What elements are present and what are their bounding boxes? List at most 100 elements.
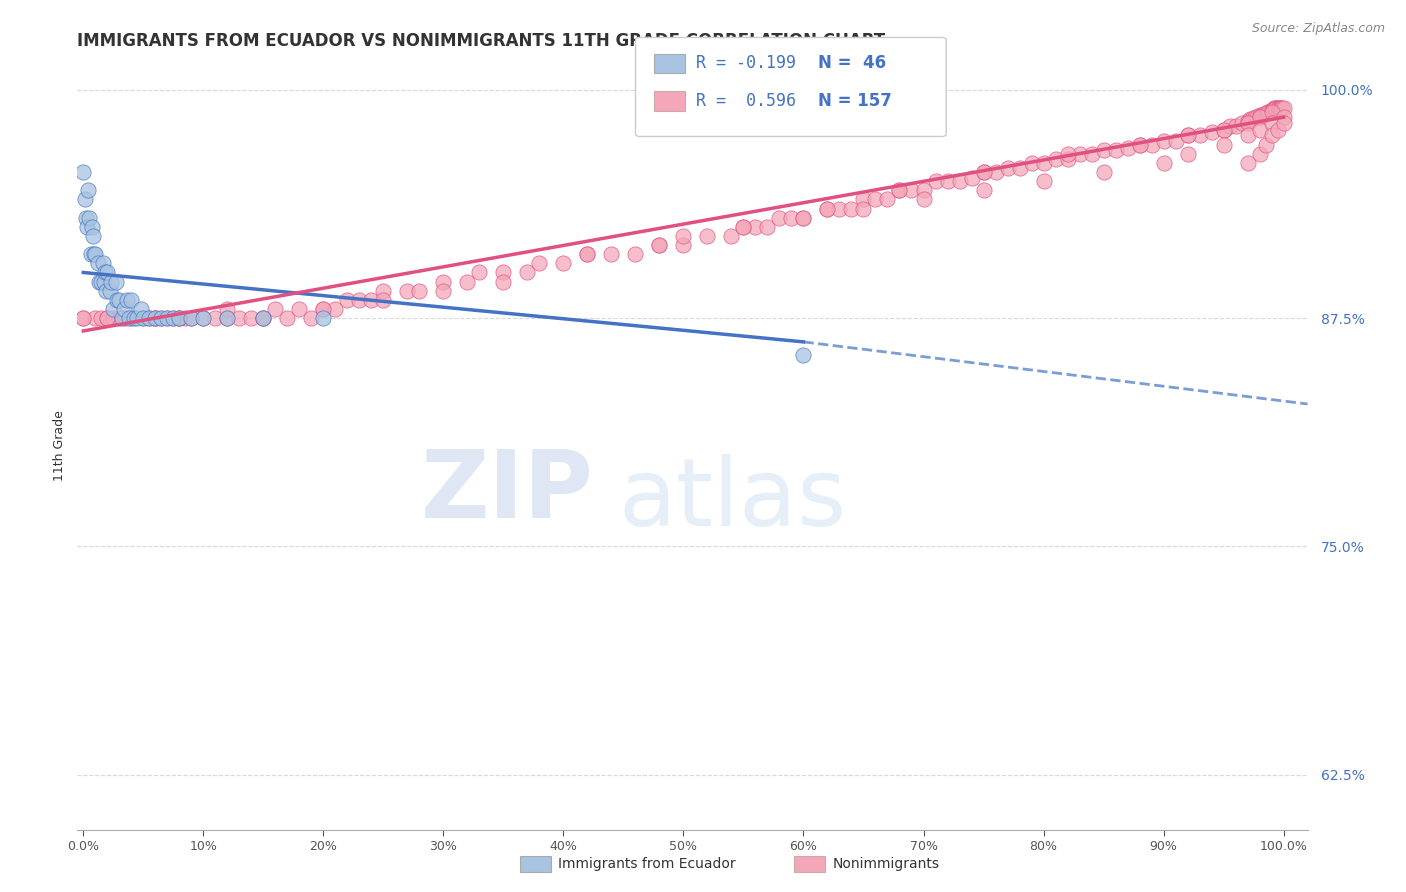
Point [120, 293, 142, 307]
Point [252, 311, 274, 326]
Point [87, 275, 110, 289]
Point [1249, 108, 1271, 122]
Point [1249, 146, 1271, 161]
Point [1056, 153, 1078, 167]
Point [1212, 137, 1234, 152]
Point [756, 219, 779, 234]
Point [373, 284, 395, 298]
Point [468, 265, 491, 279]
Point [1260, 104, 1282, 119]
Point [792, 211, 814, 225]
Point [169, 311, 191, 326]
Point [1056, 146, 1078, 161]
Point [1177, 128, 1199, 143]
Point [193, 311, 215, 326]
Point [1271, 101, 1294, 115]
Point [96, 311, 118, 326]
Point [325, 301, 347, 316]
Point [744, 219, 766, 234]
Point [792, 348, 814, 362]
Point [1258, 104, 1281, 119]
Point [600, 247, 623, 261]
Point [1201, 125, 1223, 139]
Point [1128, 137, 1150, 152]
Point [264, 301, 287, 316]
Point [105, 293, 128, 307]
Point [576, 247, 599, 261]
Point [1092, 143, 1115, 157]
Point [75, 211, 97, 225]
Point [841, 202, 863, 216]
Point [672, 238, 695, 252]
Point [1241, 112, 1264, 126]
Point [150, 311, 173, 326]
Point [156, 311, 179, 326]
Point [127, 311, 149, 326]
Point [720, 229, 742, 244]
Point [900, 183, 922, 197]
Point [150, 311, 173, 326]
Point [1264, 101, 1286, 115]
Point [768, 211, 790, 225]
Point [79, 211, 101, 225]
Point [104, 275, 127, 289]
Point [889, 183, 911, 197]
Point [122, 311, 145, 326]
Text: atlas: atlas [619, 454, 846, 546]
Point [1249, 110, 1271, 124]
Point [169, 311, 191, 326]
Point [1268, 101, 1291, 115]
Point [553, 256, 575, 270]
Point [94, 284, 117, 298]
Text: IMMIGRANTS FROM ECUADOR VS NONIMMIGRANTS 11TH GRADE CORRELATION CHART: IMMIGRANTS FROM ECUADOR VS NONIMMIGRANTS… [77, 32, 886, 50]
Point [1249, 123, 1271, 137]
Point [228, 311, 250, 326]
Point [336, 293, 359, 307]
Point [1008, 161, 1031, 176]
Point [456, 275, 478, 289]
Point [143, 311, 166, 326]
Text: N = 157: N = 157 [818, 92, 893, 110]
Point [1032, 156, 1054, 170]
Point [360, 293, 382, 307]
Point [83, 247, 105, 261]
Point [1032, 174, 1054, 188]
Text: R =  0.596: R = 0.596 [696, 92, 796, 110]
Point [912, 193, 935, 207]
Point [1188, 128, 1211, 143]
Point [252, 311, 274, 326]
Point [1267, 101, 1289, 115]
Point [1268, 101, 1291, 115]
Point [84, 247, 107, 261]
Point [217, 301, 239, 316]
Point [193, 311, 215, 326]
Point [373, 293, 395, 307]
Point [492, 275, 515, 289]
Point [852, 202, 875, 216]
Point [1254, 106, 1277, 120]
Point [1177, 146, 1199, 161]
Point [1254, 137, 1277, 152]
Point [733, 219, 755, 234]
Point [1104, 143, 1126, 157]
Point [1153, 134, 1175, 148]
Point [733, 219, 755, 234]
Point [180, 311, 202, 326]
Point [1177, 128, 1199, 143]
Point [252, 311, 274, 326]
Point [162, 311, 184, 326]
Point [1265, 101, 1288, 115]
Point [1272, 101, 1295, 115]
Point [240, 311, 263, 326]
Point [1261, 103, 1284, 117]
Point [529, 256, 551, 270]
Point [72, 311, 94, 326]
Point [1251, 108, 1274, 122]
Point [432, 275, 454, 289]
Point [82, 229, 104, 244]
Point [349, 293, 371, 307]
Point [948, 174, 970, 188]
Point [1225, 120, 1247, 134]
Point [1236, 156, 1258, 170]
Point [1243, 110, 1265, 124]
